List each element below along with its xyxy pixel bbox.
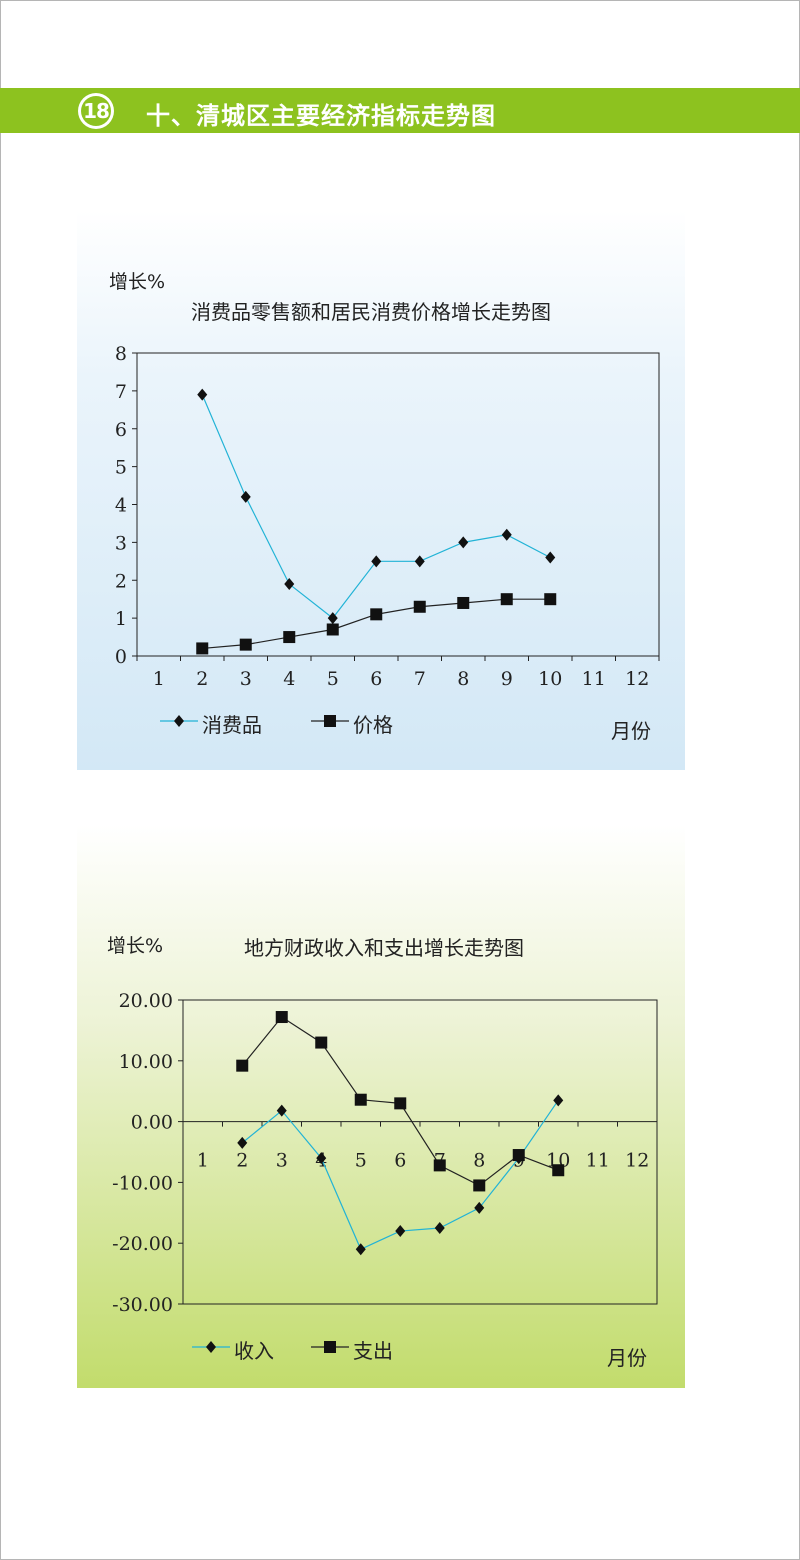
y-tick-label: 5: [115, 457, 127, 479]
y-tick-label: 4: [115, 495, 127, 517]
data-point-series-1: [327, 612, 338, 625]
y-tick-label: 20.00: [119, 990, 173, 1012]
legend-label-series-1: 收入: [234, 1339, 274, 1363]
y-tick-label: 0.00: [131, 1112, 173, 1134]
data-point-series-1: [284, 578, 295, 591]
x-tick-label: 11: [586, 1150, 610, 1172]
data-point-series-1: [197, 388, 208, 401]
legend-label-series-1: 消费品: [202, 713, 262, 737]
y-tick-label: -10.00: [112, 1172, 173, 1194]
data-point-series-1: [395, 1225, 406, 1238]
x-tick-label: 10: [546, 1150, 570, 1172]
x-tick-label: 1: [153, 668, 165, 690]
y-tick-label: -20.00: [112, 1233, 173, 1255]
y-tick-label: 1: [115, 608, 127, 630]
data-point-series-2: [236, 1059, 249, 1072]
data-point-series-1: [371, 555, 382, 568]
data-point-series-2: [394, 1097, 407, 1110]
y-tick-label: 3: [115, 532, 127, 554]
data-point-series-1: [237, 1136, 248, 1149]
chart-plot-fiscal: -30.00-20.00-10.000.0010.0020.0012345678…: [112, 990, 658, 1353]
data-point-series-2: [315, 1036, 328, 1049]
data-point-series-1: [458, 536, 469, 549]
data-point-series-1: [474, 1201, 485, 1214]
legend-marker-series-1: [174, 715, 184, 727]
plot-area-frame: [182, 999, 658, 1305]
x-tick-label: 12: [625, 1150, 649, 1172]
chart-title: 地方财政收入和支出增长走势图: [244, 936, 524, 960]
data-point-series-2: [196, 642, 209, 655]
data-point-series-2: [433, 1159, 446, 1172]
y-tick-label: 6: [115, 419, 127, 441]
x-tick-label: 4: [283, 668, 295, 690]
x-tick-label: 2: [236, 1150, 248, 1172]
x-tick-label: 6: [370, 668, 382, 690]
chart-panel-fiscal: 增长% 地方财政收入和支出增长走势图 月份 -30.00 -20.00 -10.00…: [77, 825, 685, 1388]
data-point-series-1: [545, 551, 556, 564]
data-point-series-2: [275, 1011, 288, 1024]
legend-marker-series-1: [206, 1341, 216, 1353]
legend-marker-series-2: [324, 715, 336, 727]
data-point-series-2: [239, 638, 252, 651]
x-tick-label: 6: [394, 1150, 406, 1172]
data-point-series-1: [553, 1094, 564, 1107]
data-point-series-2: [473, 1179, 486, 1192]
data-point-series-2: [413, 600, 426, 613]
legend-label-series-2: 价格: [353, 713, 393, 737]
y-tick-label: 7: [115, 381, 127, 403]
x-axis-label: 月份: [607, 1346, 647, 1370]
x-tick-label: 8: [457, 668, 469, 690]
data-point-series-2: [500, 593, 513, 606]
data-point-series-2: [283, 631, 296, 644]
x-tick-label: 9: [501, 668, 513, 690]
data-point-series-2: [552, 1164, 565, 1177]
y-axis-label: 增长%: [107, 935, 164, 957]
data-point-series-1: [414, 555, 425, 568]
data-point-series-1: [501, 528, 512, 541]
data-point-series-2: [512, 1149, 525, 1162]
y-tick-label: 2: [115, 570, 127, 592]
x-tick-label: 7: [414, 668, 426, 690]
x-tick-label: 5: [355, 1150, 367, 1172]
series-line-1: [201, 394, 551, 619]
chart-title: 消费品零售额和居民消费价格增长走势图: [191, 300, 551, 324]
x-tick-label: 2: [196, 668, 208, 690]
x-tick-label: 3: [240, 668, 252, 690]
header-bar: [0, 88, 800, 133]
y-tick-label: 8: [115, 343, 127, 365]
y-axis-label: 增长%: [109, 271, 166, 293]
x-tick-label: 11: [582, 668, 606, 690]
y-tick-label: -30.00: [112, 1294, 173, 1316]
legend-marker-series-2: [324, 1341, 336, 1353]
data-point-series-2: [544, 593, 557, 606]
x-tick-label: 1: [197, 1150, 209, 1172]
data-point-series-2: [457, 596, 470, 609]
page-title: 十、清城区主要经济指标走势图: [146, 102, 496, 130]
series-line-2: [202, 598, 551, 650]
x-tick-label: 10: [538, 668, 562, 690]
data-point-series-1: [434, 1222, 445, 1234]
x-tick-label: 3: [276, 1150, 288, 1172]
section-number-badge: 18: [78, 93, 114, 129]
data-point-series-1: [240, 490, 251, 503]
x-tick-label: 8: [473, 1150, 485, 1172]
y-tick-label: 0: [115, 646, 127, 668]
data-point-series-2: [326, 623, 339, 636]
legend-label-series-2: 支出: [353, 1339, 393, 1363]
data-point-series-1: [316, 1152, 327, 1165]
x-tick-label: 5: [327, 668, 339, 690]
x-axis-label: 月份: [611, 719, 651, 743]
data-point-series-2: [370, 608, 383, 621]
section-number: 18: [81, 96, 111, 126]
data-point-series-2: [354, 1093, 367, 1106]
x-tick-label: 12: [625, 668, 649, 690]
y-tick-label: 10.00: [119, 1051, 173, 1073]
data-point-series-1: [355, 1243, 366, 1256]
data-point-series-1: [276, 1104, 287, 1117]
